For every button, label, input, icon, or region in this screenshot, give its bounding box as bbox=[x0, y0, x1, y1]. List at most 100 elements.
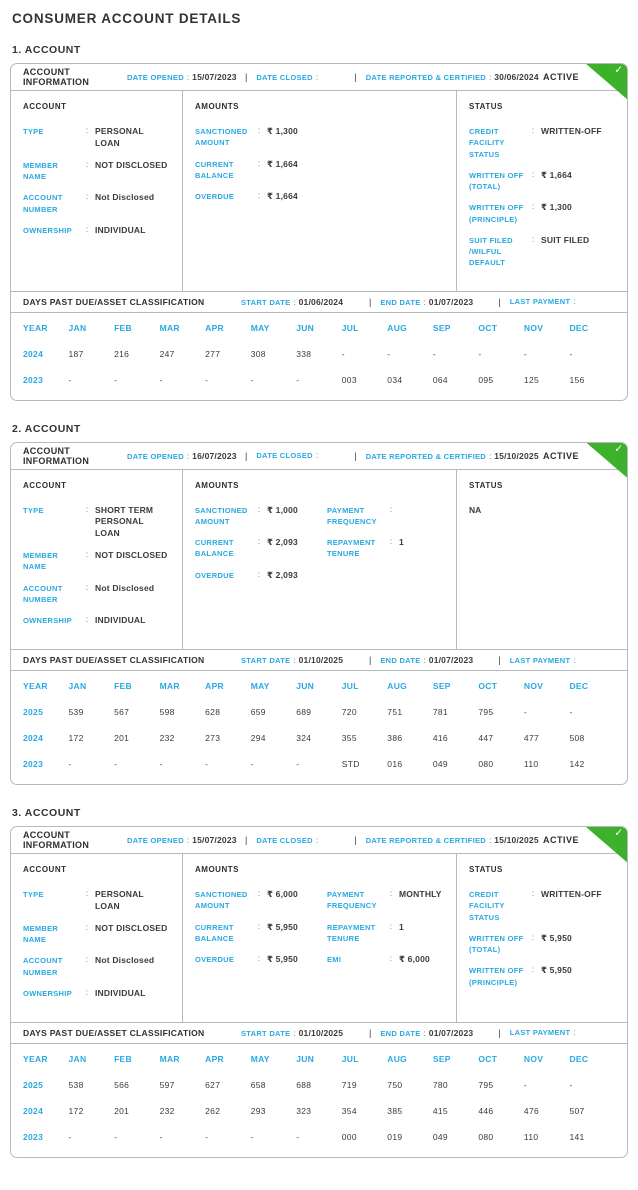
dpd-column-header: DEC bbox=[569, 322, 589, 333]
field-label: OVERDUE bbox=[195, 570, 235, 580]
field-row: WRITTEN OFF (TOTAL): ₹ 1,664 bbox=[469, 170, 615, 193]
dpd-value-cell: - bbox=[205, 374, 209, 385]
dpd-column-header: AUG bbox=[387, 322, 408, 333]
amounts-fields-secondary: PAYMENT FREQUENCY: REPAYMENT TENURE:1 bbox=[327, 505, 444, 592]
days-past-due-title: DAYS PAST DUE/ASSET CLASSIFICATION bbox=[23, 655, 205, 666]
dpd-value-cell: 049 bbox=[432, 759, 448, 770]
colon-separator: : bbox=[531, 932, 535, 942]
dpd-column-header: MAY bbox=[250, 322, 270, 333]
account-section: 3. ACCOUNT ✓ ACCOUNT INFORMATION DATE OP… bbox=[10, 807, 628, 1158]
dpd-data-row: 2023 - - - - - - 000 019 049 080 110 141 bbox=[23, 1124, 615, 1150]
field-value: PERSONAL LOAN bbox=[95, 126, 144, 148]
field-value: ₹ 6,000 bbox=[267, 889, 298, 900]
field-label: WRITTEN OFF (TOTAL) bbox=[469, 170, 524, 191]
dpd-column-header: JAN bbox=[68, 681, 87, 692]
amounts-fields-secondary: PAYMENT FREQUENCY: MONTHLY REPAYMENT TENUR… bbox=[327, 889, 444, 976]
page-title: CONSUMER ACCOUNT DETAILS bbox=[12, 11, 242, 26]
dpd-value-cell: 659 bbox=[250, 707, 266, 718]
dpd-header-row: YEAR JAN FEB MAR APR MAY JUN JUL AUG SEP OCT NOV DEC bbox=[23, 1046, 615, 1072]
end-date-group: END DATE : 01/07/2023 bbox=[380, 1028, 498, 1038]
start-date-group: START DATE : 01/10/2025 bbox=[241, 655, 369, 665]
dpd-value-cell: - bbox=[159, 759, 163, 770]
date-closed-label: DATE CLOSED bbox=[256, 72, 313, 82]
dpd-value-cell: 262 bbox=[205, 1105, 221, 1116]
status-column-title: STATUS bbox=[469, 865, 503, 875]
colon-separator: : bbox=[389, 889, 393, 899]
field-row: PAYMENT FREQUENCY: MONTHLY bbox=[327, 889, 444, 912]
field-value: ₹ 1,000 bbox=[267, 504, 298, 515]
dpd-column-header: NOV bbox=[523, 322, 544, 333]
field-row: SUIT FILED /WILFUL DEFAULT: SUIT FILED bbox=[469, 235, 615, 269]
field-value: ₹ 5,950 bbox=[541, 965, 572, 976]
colon-separator: : bbox=[186, 836, 190, 846]
field-label: TYPE bbox=[23, 505, 44, 515]
dpd-value-cell: 095 bbox=[478, 374, 494, 385]
colon-separator: : bbox=[257, 126, 261, 135]
colon-separator: : bbox=[257, 889, 261, 899]
field-row: WRITTEN OFF (PRINCIPLE): ₹ 1,300 bbox=[469, 202, 615, 225]
field-label: OVERDUE bbox=[195, 192, 235, 201]
field-row: ACCOUNT NUMBER: Not Disclosed bbox=[23, 192, 170, 215]
field-label: OWNERSHIP bbox=[23, 988, 72, 998]
active-status-badge: ACTIVE bbox=[542, 450, 579, 461]
colon-separator: : bbox=[315, 451, 319, 460]
field-label: ACCOUNT NUMBER bbox=[23, 193, 63, 214]
dpd-data-row: 2024 172 201 232 273 294 324 355 386 416 447 477 508 bbox=[23, 725, 615, 751]
amounts-fields-primary: SANCTIONED AMOUNT: ₹ 6,000 CURRENT BALANCE… bbox=[195, 889, 327, 976]
field-row: WRITTEN OFF (PRINCIPLE): ₹ 5,950 bbox=[469, 965, 615, 988]
dpd-value-cell: 049 bbox=[432, 1131, 448, 1142]
date-opened-label: DATE OPENED bbox=[127, 73, 184, 82]
field-row: TYPE: PERSONAL LOAN bbox=[23, 889, 170, 913]
amounts-column-title: AMOUNTS bbox=[195, 865, 239, 875]
dpd-value-cell: 216 bbox=[114, 348, 130, 359]
dpd-column-header: JUL bbox=[341, 322, 359, 333]
dpd-value-cell: 273 bbox=[205, 733, 221, 744]
field-label: TYPE bbox=[23, 890, 44, 900]
field-value: PERSONAL LOAN bbox=[95, 889, 144, 911]
colon-separator: : bbox=[531, 889, 535, 899]
dpd-value-cell: - bbox=[569, 707, 573, 718]
field-label: CREDIT FACILITY STATUS bbox=[469, 890, 505, 922]
account-column-title: ACCOUNT bbox=[23, 865, 67, 875]
date-opened-value: 15/07/2023 bbox=[192, 835, 237, 846]
colon-separator: : bbox=[389, 504, 393, 514]
dpd-column-header: YEAR bbox=[23, 681, 48, 692]
account-column: ACCOUNT TYPE: PERSONAL LOAN MEMBER NAME: NO… bbox=[11, 854, 183, 1022]
dpd-value-cell: 416 bbox=[432, 733, 448, 744]
field-label: TYPE bbox=[23, 127, 44, 136]
field-label: CURRENT BALANCE bbox=[195, 538, 234, 559]
dpd-month-table: YEAR JAN FEB MAR APR MAY JUN JUL AUG SEP OCT NOV DEC… bbox=[11, 671, 627, 784]
dpd-year-cell: 2023 bbox=[23, 1131, 44, 1142]
field-value: SUIT FILED bbox=[541, 234, 590, 245]
dpd-value-cell: 567 bbox=[114, 707, 130, 718]
dpd-value-cell: STD bbox=[341, 759, 360, 770]
field-row: OWNERSHIP: INDIVIDUAL bbox=[23, 225, 170, 237]
field-value: ₹ 1,300 bbox=[541, 202, 572, 213]
field-label: REPAYMENT TENURE bbox=[327, 538, 376, 559]
dpd-value-cell: 477 bbox=[523, 733, 540, 744]
dpd-value-cell: 308 bbox=[250, 348, 266, 359]
field-row: OWNERSHIP: INDIVIDUAL bbox=[23, 988, 170, 1000]
field-label: CREDIT FACILITY STATUS bbox=[469, 127, 505, 159]
field-label: ACCOUNT NUMBER bbox=[23, 956, 63, 977]
dpd-value-cell: 323 bbox=[296, 1105, 312, 1116]
field-label: WRITTEN OFF (TOTAL) bbox=[469, 933, 524, 955]
amounts-column-title: AMOUNTS bbox=[195, 102, 239, 111]
field-row: CREDIT FACILITY STATUS: WRITTEN-OFF bbox=[469, 889, 615, 923]
dpd-value-cell: 003 bbox=[341, 374, 357, 385]
dpd-year-cell: 2024 bbox=[23, 348, 44, 359]
dpd-value-cell: 688 bbox=[296, 1079, 312, 1090]
dpd-column-header: JUL bbox=[341, 1053, 359, 1064]
colon-separator: : bbox=[85, 126, 89, 135]
field-row: SANCTIONED AMOUNT: ₹ 1,300 bbox=[195, 126, 327, 149]
field-label: SANCTIONED AMOUNT bbox=[195, 127, 248, 148]
field-value: ₹ 1,664 bbox=[267, 158, 298, 169]
dpd-column-header: OCT bbox=[478, 1053, 498, 1064]
colon-separator: : bbox=[293, 1028, 296, 1038]
dpd-month-table: YEAR JAN FEB MAR APR MAY JUN JUL AUG SEP OCT NOV DEC… bbox=[11, 1044, 627, 1157]
date-reported-group: DATE REPORTED & CERTIFIED : 15/10/2025 bbox=[366, 835, 543, 845]
dpd-value-cell: - bbox=[523, 1079, 528, 1090]
field-label: PAYMENT FREQUENCY bbox=[327, 890, 377, 911]
divider: | bbox=[354, 450, 357, 461]
field-label: REPAYMENT TENURE bbox=[327, 922, 376, 943]
